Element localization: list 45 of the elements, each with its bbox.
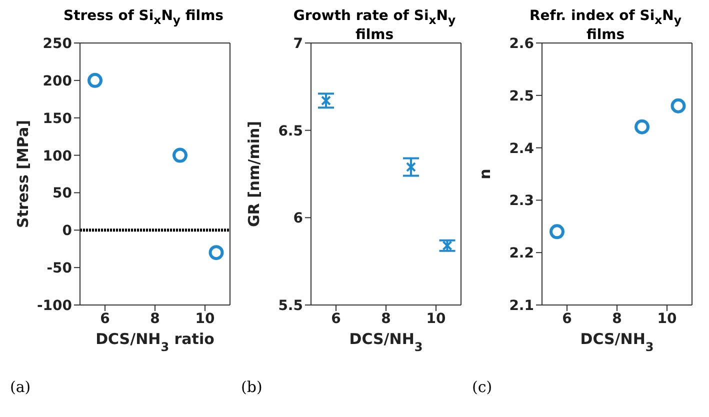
point	[208, 245, 224, 260]
x-tick-label: 6	[331, 310, 341, 327]
y-tick-label: 100	[42, 148, 72, 164]
x-axis-title: DCS/NH$_{3}$	[580, 330, 654, 354]
point	[172, 148, 188, 163]
point	[670, 98, 686, 114]
y-tick-label: 2.4	[509, 140, 534, 157]
y-tick-label: 250	[42, 36, 72, 52]
y-axis-title: GR [nm/min]	[245, 120, 263, 228]
point	[321, 96, 331, 106]
x-axis-title: DCS/NH$_{3}$	[349, 330, 423, 354]
x-tick-label: 10	[426, 310, 446, 327]
y-tick-label: 2.3	[509, 193, 534, 210]
x-tick-label: 10	[657, 310, 677, 327]
point	[406, 162, 416, 172]
y-tick-label: 150	[42, 110, 72, 127]
point	[550, 224, 564, 240]
y-tick-label: 2.1	[509, 298, 534, 314]
y-tick-label: 6.5	[278, 123, 303, 140]
y-tick-label: 2.5	[509, 88, 534, 104]
text: (a)	[9, 378, 32, 396]
x-tick-label: 6	[562, 310, 572, 327]
x-tick-label: 8	[612, 310, 622, 327]
x-axis-title: DCS/NH$_{3}$ ratio	[96, 330, 214, 354]
y-axis-title: n	[476, 168, 494, 180]
y-tick-label: 2.6	[509, 36, 534, 52]
chart-title: Stress of Si$_{x}$N$_{y}$ films	[62, 8, 225, 29]
y-tick-label: 200	[42, 73, 72, 90]
y-tick-label: 6	[293, 210, 303, 227]
y-tick-label: 0	[62, 223, 72, 240]
point	[442, 240, 452, 251]
y-tick-label: -50	[46, 260, 72, 277]
x-tick-label: 6	[100, 310, 110, 327]
text: (c)	[471, 378, 494, 396]
y-tick-label: 2.2	[509, 246, 534, 262]
x-tick-label: 8	[381, 310, 391, 327]
point	[88, 72, 102, 88]
x-tick-label: 8	[150, 310, 160, 327]
y-tick-label: -100	[36, 298, 72, 314]
y-tick-label: 50	[52, 186, 72, 202]
point	[634, 119, 650, 134]
y-axis-title: Stress [MPa]	[14, 120, 32, 228]
y-tick-label: 5.5	[278, 298, 303, 314]
x-tick-label: 10	[195, 310, 215, 327]
text: (b)	[240, 378, 264, 396]
